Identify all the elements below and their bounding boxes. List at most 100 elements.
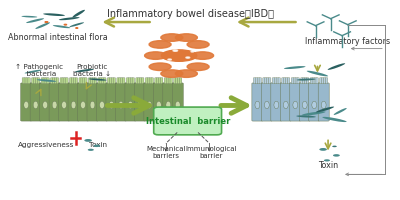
FancyBboxPatch shape xyxy=(34,78,36,84)
FancyBboxPatch shape xyxy=(58,84,70,121)
FancyBboxPatch shape xyxy=(68,84,79,121)
FancyBboxPatch shape xyxy=(288,78,290,84)
Ellipse shape xyxy=(161,71,183,78)
Ellipse shape xyxy=(59,18,80,21)
FancyBboxPatch shape xyxy=(56,78,59,84)
FancyBboxPatch shape xyxy=(92,78,95,84)
FancyBboxPatch shape xyxy=(272,78,275,84)
Ellipse shape xyxy=(322,117,347,122)
Ellipse shape xyxy=(43,14,65,17)
Text: Abnormal intestinal flora: Abnormal intestinal flora xyxy=(8,32,108,41)
Ellipse shape xyxy=(62,102,66,109)
FancyBboxPatch shape xyxy=(172,84,183,121)
FancyBboxPatch shape xyxy=(117,78,119,84)
FancyBboxPatch shape xyxy=(324,78,326,84)
FancyBboxPatch shape xyxy=(104,78,106,84)
Text: Toxin: Toxin xyxy=(89,142,107,148)
FancyBboxPatch shape xyxy=(280,84,291,121)
Ellipse shape xyxy=(24,102,28,109)
Ellipse shape xyxy=(168,60,171,61)
FancyBboxPatch shape xyxy=(73,78,76,84)
Ellipse shape xyxy=(324,159,330,162)
FancyBboxPatch shape xyxy=(304,78,307,84)
FancyBboxPatch shape xyxy=(166,78,168,84)
FancyBboxPatch shape xyxy=(140,78,142,84)
FancyBboxPatch shape xyxy=(154,108,222,135)
FancyBboxPatch shape xyxy=(176,78,178,84)
FancyBboxPatch shape xyxy=(170,78,172,84)
Ellipse shape xyxy=(71,102,76,109)
Ellipse shape xyxy=(321,102,326,109)
Ellipse shape xyxy=(145,53,166,60)
FancyBboxPatch shape xyxy=(130,78,132,84)
FancyBboxPatch shape xyxy=(293,78,296,84)
Ellipse shape xyxy=(149,64,171,71)
FancyBboxPatch shape xyxy=(43,78,45,84)
FancyBboxPatch shape xyxy=(90,78,93,84)
FancyBboxPatch shape xyxy=(85,78,87,84)
Ellipse shape xyxy=(187,64,209,71)
FancyBboxPatch shape xyxy=(314,78,316,84)
Ellipse shape xyxy=(149,41,171,49)
FancyBboxPatch shape xyxy=(303,78,305,84)
FancyBboxPatch shape xyxy=(163,84,174,121)
FancyBboxPatch shape xyxy=(309,84,320,121)
FancyBboxPatch shape xyxy=(41,78,44,84)
Ellipse shape xyxy=(319,148,327,151)
FancyBboxPatch shape xyxy=(30,84,41,121)
Ellipse shape xyxy=(43,102,48,109)
Ellipse shape xyxy=(187,41,209,49)
FancyBboxPatch shape xyxy=(295,78,297,84)
Ellipse shape xyxy=(118,102,123,109)
FancyBboxPatch shape xyxy=(128,78,131,84)
Ellipse shape xyxy=(302,102,307,109)
FancyBboxPatch shape xyxy=(151,78,153,84)
Ellipse shape xyxy=(302,112,326,116)
FancyBboxPatch shape xyxy=(168,78,170,84)
FancyBboxPatch shape xyxy=(322,78,324,84)
FancyBboxPatch shape xyxy=(299,84,310,121)
FancyBboxPatch shape xyxy=(174,78,176,84)
Ellipse shape xyxy=(138,102,142,109)
FancyBboxPatch shape xyxy=(66,78,68,84)
Text: Inflammatory factors: Inflammatory factors xyxy=(305,36,390,45)
FancyBboxPatch shape xyxy=(257,78,260,84)
FancyBboxPatch shape xyxy=(276,78,278,84)
FancyBboxPatch shape xyxy=(301,78,303,84)
Ellipse shape xyxy=(284,102,288,109)
Ellipse shape xyxy=(264,102,269,109)
FancyBboxPatch shape xyxy=(178,78,180,84)
FancyBboxPatch shape xyxy=(26,78,28,84)
Ellipse shape xyxy=(166,102,171,109)
FancyBboxPatch shape xyxy=(24,78,26,84)
FancyBboxPatch shape xyxy=(123,78,125,84)
FancyBboxPatch shape xyxy=(263,78,265,84)
Ellipse shape xyxy=(94,145,100,147)
FancyBboxPatch shape xyxy=(52,78,55,84)
Ellipse shape xyxy=(173,51,178,52)
FancyBboxPatch shape xyxy=(36,78,38,84)
FancyBboxPatch shape xyxy=(290,84,301,121)
Ellipse shape xyxy=(332,146,337,147)
Ellipse shape xyxy=(334,108,347,115)
Ellipse shape xyxy=(35,23,50,30)
FancyBboxPatch shape xyxy=(138,78,140,84)
Ellipse shape xyxy=(312,102,317,109)
FancyBboxPatch shape xyxy=(94,78,96,84)
Ellipse shape xyxy=(307,71,328,77)
FancyBboxPatch shape xyxy=(109,78,112,84)
FancyBboxPatch shape xyxy=(100,78,102,84)
Text: Probiotic
bacteria ↓: Probiotic bacteria ↓ xyxy=(73,63,111,76)
FancyBboxPatch shape xyxy=(106,84,117,121)
Ellipse shape xyxy=(293,102,298,109)
FancyBboxPatch shape xyxy=(98,78,100,84)
FancyBboxPatch shape xyxy=(147,78,150,84)
FancyBboxPatch shape xyxy=(318,84,329,121)
FancyBboxPatch shape xyxy=(108,78,110,84)
Ellipse shape xyxy=(175,102,180,109)
Ellipse shape xyxy=(84,139,92,142)
FancyBboxPatch shape xyxy=(274,78,276,84)
FancyBboxPatch shape xyxy=(119,78,121,84)
Ellipse shape xyxy=(25,70,42,74)
Ellipse shape xyxy=(100,102,104,109)
